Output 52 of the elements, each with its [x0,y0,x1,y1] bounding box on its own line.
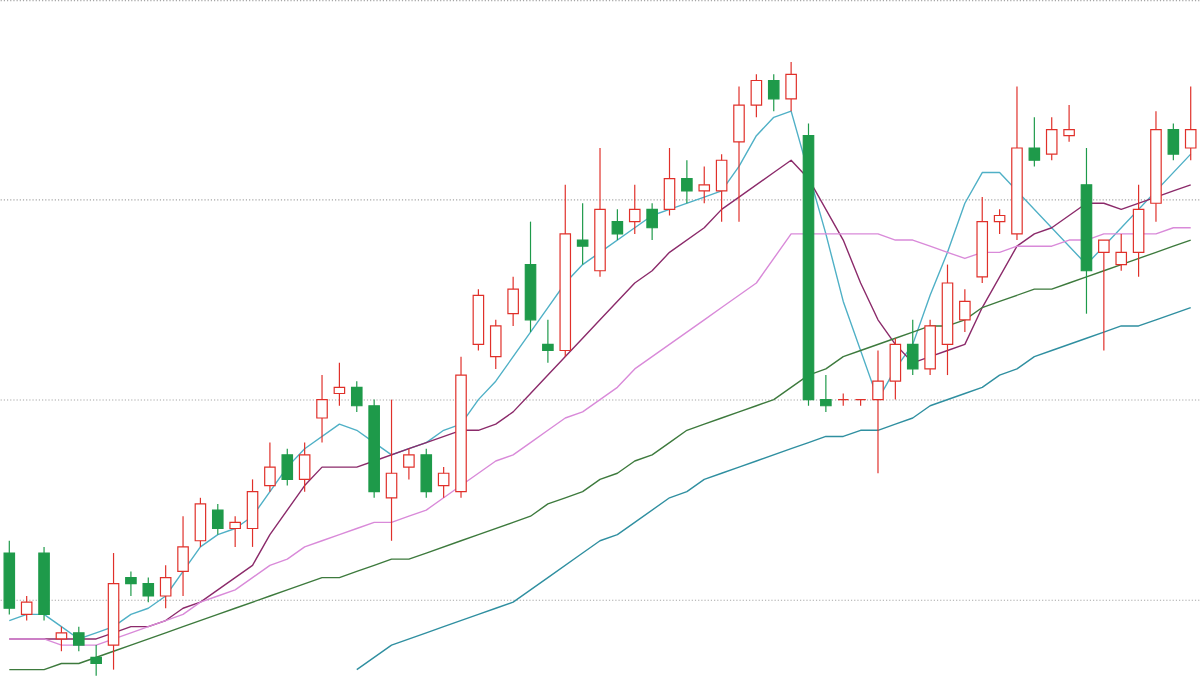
candlestick [1115,233,1128,272]
candlestick [1063,104,1075,143]
candlestick [681,159,693,204]
candlestick [229,515,241,548]
candlestick [628,184,641,235]
candlestick [350,380,363,413]
candlestick [281,447,294,486]
candlestick [993,208,1006,235]
candlestick [246,478,259,548]
candlestick [698,165,711,204]
candlestick [385,398,398,542]
candlestick [1098,239,1110,351]
candlestick [820,374,832,413]
candlestick [750,73,763,118]
candlestick [194,497,207,548]
candlestick [489,319,502,370]
candlestick [872,349,884,474]
candlestick [316,374,328,443]
candlestick [1184,85,1197,161]
candlestick [959,288,971,333]
candlestick [90,644,102,676]
candlestick [20,595,33,621]
candlestick [663,147,676,216]
candlestick [906,319,919,376]
candlestick [889,337,902,401]
candlestick [55,625,68,652]
candlestick [142,576,155,603]
candlestick [767,73,780,112]
candlestick [542,319,554,364]
candlestick [177,515,189,597]
candlestick [785,61,797,112]
candlestick [715,153,728,223]
candlestick [1132,184,1145,278]
candlestick [298,441,311,493]
candlestick [1167,122,1180,161]
candlestick [507,276,519,327]
candlestick [646,202,658,241]
candlestick [576,202,589,265]
candlestick [211,503,224,536]
candlestick [125,570,137,597]
candlestick [333,362,346,407]
candlestick [159,564,172,609]
candlestick [733,85,745,223]
candlestick [264,441,276,493]
candlestick [924,319,936,376]
candlestick [403,447,415,480]
candlestick [420,447,433,499]
candlestick [1028,116,1041,167]
candlestick [72,625,85,652]
candlestick [1045,116,1058,161]
candlestick [437,466,450,499]
candlestick [611,208,624,241]
